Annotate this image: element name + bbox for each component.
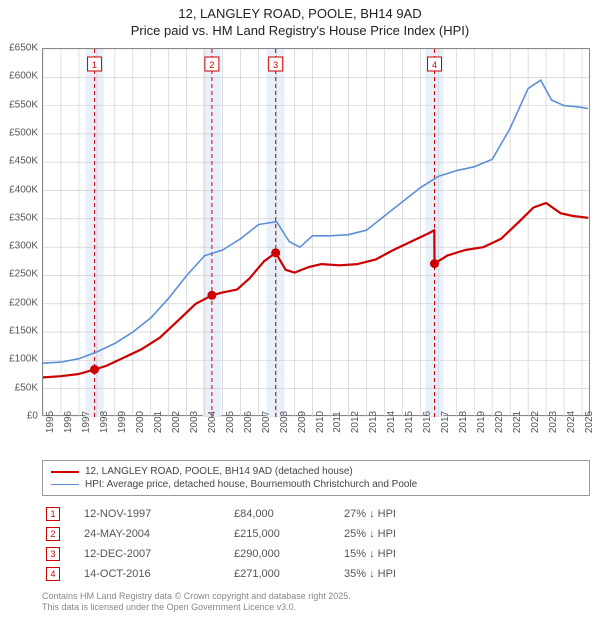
plot-svg: 1 2 3 4: [43, 49, 591, 417]
legend-swatch: [51, 484, 79, 485]
y-tick-label: £550K: [9, 99, 38, 110]
x-tick-label: 1997: [81, 411, 92, 433]
sale-point-marker: [90, 365, 99, 374]
y-tick-label: £600K: [9, 71, 38, 82]
sale-diff: 35% ↓ HPI: [344, 568, 464, 580]
sale-diff: 15% ↓ HPI: [344, 548, 464, 560]
footer-note: Contains HM Land Registry data © Crown c…: [42, 591, 351, 614]
chart-container: 12, LANGLEY ROAD, POOLE, BH14 9AD Price …: [0, 0, 600, 620]
sale-point-marker: [271, 248, 280, 257]
footer-line-1: Contains HM Land Registry data © Crown c…: [42, 591, 351, 603]
x-tick-label: 2025: [584, 411, 595, 433]
x-tick-label: 2016: [422, 411, 433, 433]
sale-point-marker: [207, 291, 216, 300]
x-tick-label: 1995: [45, 411, 56, 433]
x-tick-label: 2000: [135, 411, 146, 433]
y-tick-label: £650K: [9, 43, 38, 54]
y-tick-label: £450K: [9, 156, 38, 167]
sale-marker-number: 4: [432, 60, 437, 70]
x-tick-label: 2020: [494, 411, 505, 433]
x-tick-label: 2019: [476, 411, 487, 433]
sale-row: 4 14-OCT-2016£271,00035% ↓ HPI: [42, 564, 590, 584]
sale-date: 12-DEC-2007: [84, 548, 234, 560]
legend-swatch: [51, 471, 79, 473]
sale-row-marker: 1: [46, 507, 60, 521]
x-tick-label: 2010: [315, 411, 326, 433]
sale-date: 14-OCT-2016: [84, 568, 234, 580]
y-axis: £0£50K£100K£150K£200K£250K£300K£350K£400…: [0, 48, 40, 416]
x-tick-label: 2002: [171, 411, 182, 433]
sale-marker-number: 3: [273, 60, 278, 70]
title-line-1: 12, LANGLEY ROAD, POOLE, BH14 9AD: [0, 6, 600, 21]
x-tick-label: 1998: [99, 411, 110, 433]
x-tick-label: 2007: [261, 411, 272, 433]
title-line-2: Price paid vs. HM Land Registry's House …: [0, 23, 600, 38]
y-tick-label: £0: [27, 411, 38, 422]
sale-table: 1 12-NOV-1997£84,00027% ↓ HPI 2 24-MAY-2004…: [42, 504, 590, 584]
legend-row: 12, LANGLEY ROAD, POOLE, BH14 9AD (detac…: [51, 465, 581, 478]
x-axis: 1995199619971998199920002001200220032004…: [42, 418, 590, 458]
y-tick-label: £100K: [9, 354, 38, 365]
x-tick-label: 2011: [332, 411, 343, 433]
y-tick-label: £250K: [9, 269, 38, 280]
legend-label: 12, LANGLEY ROAD, POOLE, BH14 9AD (detac…: [85, 466, 353, 477]
x-tick-label: 2004: [207, 411, 218, 433]
legend: 12, LANGLEY ROAD, POOLE, BH14 9AD (detac…: [42, 460, 590, 496]
y-tick-label: £350K: [9, 212, 38, 223]
y-tick-label: £200K: [9, 297, 38, 308]
x-tick-label: 1996: [63, 411, 74, 433]
footer-line-2: This data is licensed under the Open Gov…: [42, 602, 351, 614]
sale-price: £84,000: [234, 508, 344, 520]
x-tick-label: 2015: [404, 411, 415, 433]
sale-date: 24-MAY-2004: [84, 528, 234, 540]
sale-price: £290,000: [234, 548, 344, 560]
sale-row-marker: 3: [46, 547, 60, 561]
sale-marker-number: 1: [92, 60, 97, 70]
y-tick-label: £50K: [15, 382, 38, 393]
x-tick-label: 1999: [117, 411, 128, 433]
x-tick-label: 2017: [440, 411, 451, 433]
sale-date: 12-NOV-1997: [84, 508, 234, 520]
x-tick-label: 2021: [512, 411, 523, 433]
x-tick-label: 2006: [243, 411, 254, 433]
y-tick-label: £150K: [9, 326, 38, 337]
x-tick-label: 2023: [548, 411, 559, 433]
series-line: [43, 203, 587, 377]
x-tick-label: 2014: [386, 411, 397, 433]
x-tick-label: 2009: [297, 411, 308, 433]
x-tick-label: 2018: [458, 411, 469, 433]
sale-point-marker: [430, 259, 439, 268]
sale-diff: 25% ↓ HPI: [344, 528, 464, 540]
x-tick-label: 2012: [350, 411, 361, 433]
x-tick-label: 2008: [279, 411, 290, 433]
sale-row: 2 24-MAY-2004£215,00025% ↓ HPI: [42, 524, 590, 544]
sale-row: 1 12-NOV-1997£84,00027% ↓ HPI: [42, 504, 590, 524]
sale-price: £271,000: [234, 568, 344, 580]
y-tick-label: £300K: [9, 241, 38, 252]
sale-row: 3 12-DEC-2007£290,00015% ↓ HPI: [42, 544, 590, 564]
legend-row: HPI: Average price, detached house, Bour…: [51, 478, 581, 491]
x-tick-label: 2001: [153, 411, 164, 433]
sale-price: £215,000: [234, 528, 344, 540]
sale-row-marker: 2: [46, 527, 60, 541]
x-tick-label: 2024: [566, 411, 577, 433]
series-line: [43, 80, 587, 363]
plot-area: 1 2 3 4: [42, 48, 590, 416]
legend-label: HPI: Average price, detached house, Bour…: [85, 479, 417, 490]
sale-row-marker: 4: [46, 567, 60, 581]
x-tick-label: 2003: [189, 411, 200, 433]
x-tick-label: 2022: [530, 411, 541, 433]
x-tick-label: 2005: [225, 411, 236, 433]
y-tick-label: £400K: [9, 184, 38, 195]
y-tick-label: £500K: [9, 127, 38, 138]
sale-marker-number: 2: [209, 60, 214, 70]
x-tick-label: 2013: [368, 411, 379, 433]
sale-diff: 27% ↓ HPI: [344, 508, 464, 520]
chart-title: 12, LANGLEY ROAD, POOLE, BH14 9AD Price …: [0, 0, 600, 38]
